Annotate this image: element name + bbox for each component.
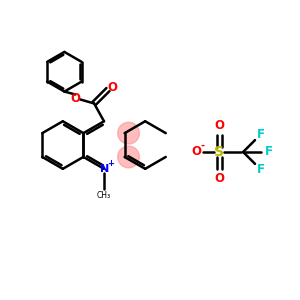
Text: +: + xyxy=(107,159,114,168)
Text: CH₃: CH₃ xyxy=(97,191,111,200)
Text: F: F xyxy=(257,128,265,141)
Circle shape xyxy=(118,146,140,168)
Text: O: O xyxy=(192,146,202,158)
Text: -: - xyxy=(200,141,205,151)
Text: O: O xyxy=(70,92,80,105)
Text: N: N xyxy=(100,164,109,174)
Circle shape xyxy=(118,122,140,144)
Text: O: O xyxy=(214,119,224,132)
Text: F: F xyxy=(257,163,265,176)
Text: O: O xyxy=(107,81,117,94)
Text: S: S xyxy=(214,145,224,159)
Text: F: F xyxy=(265,146,273,158)
Text: O: O xyxy=(214,172,224,185)
